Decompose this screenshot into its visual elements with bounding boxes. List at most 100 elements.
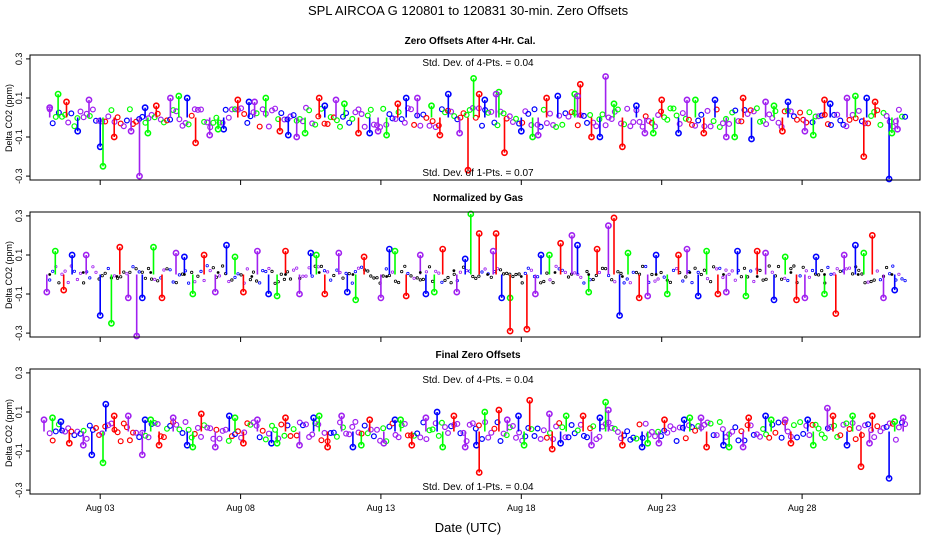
panel-2-normalized-mean-point-15: [553, 271, 557, 274]
panel-2-gas-2-point-5: [273, 292, 281, 300]
panel-3-ytick-label-0: 0.3: [14, 367, 24, 380]
panel-2-gas-2-point-6: [312, 251, 320, 259]
panel-2-gas-1-point-19: [812, 253, 820, 261]
panel-2-gas-1-point-4: [223, 241, 230, 249]
panel-2-ylabel: Delta CO2 (ppm): [4, 241, 14, 309]
panel-1-gas-2-point-7: [340, 100, 348, 108]
panel-2-gas-3-point-17: [635, 294, 643, 302]
panel-1-ylabel: Delta CO2 (ppm): [4, 84, 14, 152]
panel-2-gas-4-point-5: [211, 288, 219, 296]
panel-1-gas-3-point-18: [700, 129, 708, 137]
panel-2-gas-4-point-4: [172, 249, 180, 257]
panel-3-gas-4-point-12: [503, 416, 511, 424]
panel-2-gas-4-point-13: [532, 290, 539, 298]
panel-1-gas-4-point-22: [894, 125, 901, 133]
panel-3-gas-2-point-1: [99, 459, 107, 467]
panel-3-gas-3-point-15: [619, 441, 626, 449]
panel-2-gas-3-point-2: [158, 294, 166, 302]
panel-2-gas-4-point-14: [568, 231, 576, 239]
panel-2-gas-3-point-4: [239, 288, 247, 296]
panel-3-gas-3-point-7: [366, 416, 374, 424]
panel-1-gas-4-point-8: [332, 96, 340, 104]
panel-3-gas-4-point-21: [866, 439, 873, 447]
panel-2-gas-4-point-12: [489, 247, 497, 255]
panel-3-gas-4-point-19: [781, 416, 789, 424]
panel-2-gas-1-point-12: [537, 251, 545, 259]
panel-2-series-gas-4: [43, 222, 887, 340]
panel-3-gas-3-point-16: [661, 416, 668, 424]
panel-3-gas-3-point-4: [239, 439, 247, 447]
panel-2-series-normalized-mean: [48, 269, 894, 278]
panel-3-gas-2-point-11: [520, 441, 528, 449]
panel-1-gas-4-point-4: [166, 94, 174, 102]
panel-3-xtick-label-3: Aug 18: [507, 503, 536, 513]
panel-1-gas-2-point-15: [649, 129, 657, 137]
panel-1-gas-3-point-14: [576, 80, 584, 88]
panel-2-gas-1-point-7: [343, 288, 351, 296]
panel-1-annotation-1pts: Std. Dev. of 1-Pts. = 0.07: [422, 168, 534, 179]
panel-2-normalized-mean-point-23: [823, 273, 826, 276]
panel-3-gas-4-point-20: [824, 404, 831, 412]
panel-2-gas-2-point-0: [51, 247, 59, 255]
panel-1-gas-4-point-0: [46, 104, 54, 112]
panel-1-gas-1-point-0: [74, 127, 82, 135]
panel-3-gas-4-point-4: [169, 414, 177, 422]
panel-2-gas-1-point-17: [734, 247, 741, 255]
panel-3-dense-band: [46, 418, 909, 445]
panel-1-gas-1-point-8: [366, 129, 374, 137]
panel-2-gas-1-point-21: [891, 286, 899, 294]
panel-1-ytick-label-2: -0.1: [14, 129, 24, 145]
panel-3-gas-3-point-2: [155, 441, 163, 449]
panel-3-gas-2-point-9: [439, 443, 447, 451]
panel-1-gas-4-point-16: [641, 129, 649, 137]
panel-3-xtick-label-0: Aug 03: [86, 503, 115, 513]
panel-2-gas-4-point-0: [43, 288, 51, 296]
panel-2-gas-3-point-1: [116, 243, 124, 251]
panel-2-gas-3-point-6: [321, 290, 329, 298]
panel-3-gas-3-point-8: [408, 441, 416, 449]
panel-3-gas-2-point-17: [767, 416, 775, 424]
panel-3-gas-3-point-13: [548, 445, 556, 453]
panel-1-gas-1-point-21: [863, 94, 871, 102]
panel-3-gas-2-point-15: [686, 414, 694, 422]
panel-3-gas-4-point-0: [40, 416, 48, 424]
panel-2-gas-4-point-9: [377, 294, 385, 302]
panel-3-gas-4-point-22: [899, 414, 907, 422]
panel-3-gas-4-point-13: [546, 410, 553, 418]
panel-2-ytick-label-3: -0.3: [14, 325, 24, 341]
panel-3-gas-4-point-3: [138, 451, 146, 459]
panel-2-gas-4-point-21: [840, 251, 848, 259]
panel-3-gas-1-point-13: [557, 439, 564, 447]
panel-3-gas-1-point-15: [638, 443, 646, 451]
x-axis-label: Date (UTC): [435, 520, 501, 535]
panel-2-normalized-mean-point-19: [688, 271, 692, 274]
panel-3-xtick-label-4: Aug 23: [647, 503, 676, 513]
panel-3-gas-4-point-10: [422, 414, 430, 422]
panel-3-ylabel: Delta CO2 (ppm): [4, 399, 14, 467]
panel-2-gas-2-point-4: [231, 253, 239, 261]
panel-1-gas-4-point-13: [534, 131, 542, 139]
panel-2-gas-1-point-11: [498, 294, 506, 302]
panel-2-normalized-mean-point-9: [351, 273, 355, 276]
panel-3-gas-1-point-19: [804, 416, 812, 424]
panel-1-gas-2-point-16: [692, 96, 699, 104]
panel-1-gas-2-point-3: [175, 92, 183, 100]
panel-3-series-gas-4: [40, 404, 907, 459]
panel-2-gas-1-point-13: [574, 241, 581, 249]
panel-1-gas-3-point-8: [394, 100, 402, 108]
panel-3-gas-1-point-1: [88, 451, 96, 459]
panel-1-gas-4-point-9: [374, 127, 382, 135]
panel-2-gas-3-point-23: [868, 231, 876, 239]
panel-2-gas-2-point-2: [150, 243, 157, 251]
panel-2-normalized-mean-point-6: [250, 275, 254, 278]
panel-1-gas-3-point-11: [475, 90, 483, 98]
panel-3-gas-4-point-1: [79, 441, 87, 449]
panel-3-gas-4-point-6: [253, 416, 261, 424]
panel-3-gas-1-point-7: [310, 414, 317, 422]
panel-2-gas-2-point-20: [860, 249, 868, 257]
panel-1-gas-4-point-7: [293, 133, 301, 141]
panel-2-normalized-mean-point-5: [216, 271, 220, 274]
panel-3-gas-2-point-4: [231, 414, 239, 422]
panel-3-gas-2-point-2: [147, 416, 155, 424]
panel-3-annotation-1pts: Std. Dev. of 1-Pts. = 0.04: [422, 482, 534, 493]
